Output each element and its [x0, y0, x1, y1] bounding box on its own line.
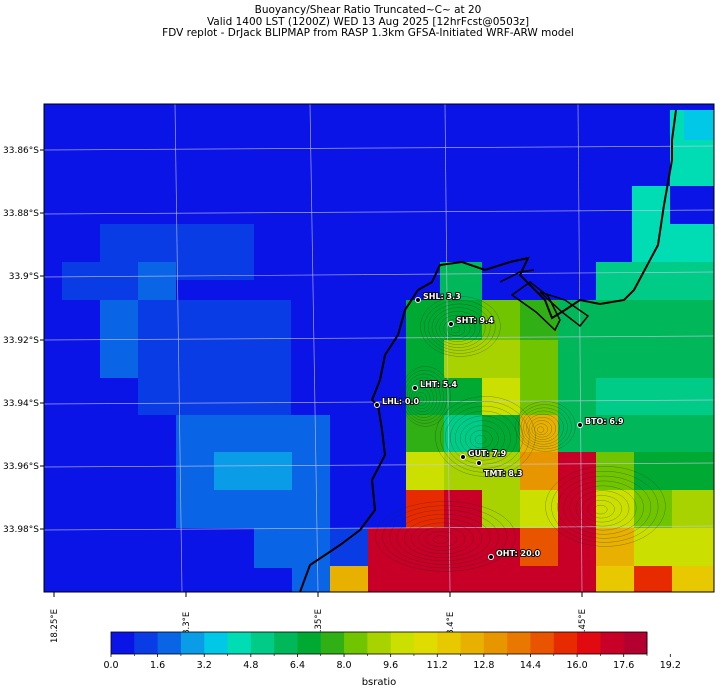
site-gut[interactable]: GUT: 7.9 [460, 448, 508, 460]
site-bto[interactable]: BTO: 6.9 [577, 416, 625, 428]
site-label: SHT: 9.4 [456, 316, 494, 325]
colorbar-swatch [460, 632, 485, 654]
site-oht[interactable]: OHT: 20.0 [488, 548, 542, 560]
site-dot [488, 554, 494, 560]
site-dot [415, 297, 421, 303]
site-label: TMT: 8.3 [484, 469, 523, 478]
colorbar-swatch [413, 632, 438, 654]
x-tick-label: 18.4°E [446, 612, 456, 641]
colorbar-swatch [483, 632, 508, 654]
colorbar-swatch [157, 632, 182, 654]
field-cells [44, 104, 714, 592]
site-lht[interactable]: LHT: 5.4 [412, 379, 458, 391]
colorbar-swatch [530, 632, 555, 654]
colorbar-frame [110, 631, 648, 655]
site-dot [374, 402, 380, 408]
colorbar-swatch [227, 632, 252, 654]
site-label: LHL: 0.0 [382, 397, 419, 406]
site-label: OHT: 20.0 [496, 549, 541, 558]
site-sht[interactable]: SHT: 9.4 [448, 315, 495, 327]
site-label: BTO: 6.9 [585, 417, 624, 426]
colorbar-swatch [297, 632, 322, 654]
y-tick-label: 33.86°S [3, 146, 39, 156]
colorbar-tick-label: 14.4 [520, 660, 541, 671]
y-tick-label: 33.98°S [3, 525, 39, 535]
y-tick-label: 33.9°S [9, 272, 40, 282]
colorbar-tick-label: 6.4 [290, 660, 305, 671]
colorbar-swatch [274, 632, 298, 654]
site-dot [412, 385, 418, 391]
coastline [299, 109, 677, 593]
x-tick-label: 18.3°E [182, 612, 192, 641]
colorbar-tick-label: 0.0 [103, 660, 118, 671]
colorbar-swatch [553, 632, 578, 654]
colorbar-tick-label: 4.8 [243, 660, 258, 671]
x-tick-label: 18.35°E [314, 609, 324, 643]
x-axis-ticks: 18.25°E 18.3°E 18.35°E 18.4°E 18.45°E [50, 592, 588, 643]
colorbar-swatch [600, 632, 625, 654]
colorbar-swatch [437, 632, 462, 654]
colorbar-swatch [134, 632, 159, 654]
colorbar-swatch [344, 632, 368, 654]
title-line-1: Buoyancy/Shear Ratio Truncated~C~ at 20 [254, 4, 482, 16]
title-line-2: Valid 1400 LST (1200Z) WED 13 Aug 2025 [… [206, 15, 530, 28]
colorbar-swatch [111, 632, 135, 654]
colorbar-swatch [507, 632, 531, 654]
map-frame [43, 103, 715, 593]
colorbar-swatch [577, 632, 601, 654]
site-tmt[interactable]: TMT: 8.3 [476, 460, 523, 479]
site-dot [577, 422, 583, 428]
y-tick-label: 33.92°S [3, 336, 39, 346]
colorbar-tick-label: 19.2 [660, 660, 681, 671]
colorbar-label: bsratio [362, 677, 397, 688]
colorbar: 0.0 1.6 3.2 4.8 6.4 8.0 9.6 11.2 12.8 14.4 16.0 17.… [103, 631, 681, 688]
colorbar-tick-label: 17.6 [613, 660, 634, 671]
colorbar-swatch [180, 632, 205, 654]
colorbar-swatch [250, 632, 275, 654]
y-tick-label: 33.88°S [3, 209, 39, 219]
colorbar-tick-label: 3.2 [197, 660, 212, 671]
colorbar-swatch [623, 632, 648, 654]
site-dot [476, 460, 482, 466]
site-label: GUT: 7.9 [468, 449, 507, 458]
y-tick-label: 33.96°S [3, 462, 39, 472]
colorbar-swatch [204, 632, 229, 654]
y-axis-ticks: 33.86°S 33.88°S 33.9°S 33.92°S 33.94°S 33.96°… [3, 146, 44, 535]
colorbar-swatch [390, 632, 415, 654]
colorbar-tick-label: 1.6 [150, 660, 165, 671]
x-tick-label: 18.45°E [578, 609, 588, 643]
terrain-contours [375, 296, 666, 572]
site-dot [460, 454, 466, 460]
title-line-3: FDV replot - DrJack BLIPMAP from RASP 1.… [162, 27, 574, 39]
colorbar-swatch [320, 632, 345, 654]
site-shl[interactable]: SHL: 3.3 [415, 291, 462, 303]
site-label: SHL: 3.3 [423, 292, 461, 301]
colorbar-swatch [367, 632, 392, 654]
chart-title: Buoyancy/Shear Ratio Truncated~C~ at 20 … [0, 4, 721, 40]
site-lhl[interactable]: LHL: 0.0 [374, 396, 420, 408]
x-tick-label: 18.25°E [50, 609, 60, 643]
site-dot [448, 321, 454, 327]
colorbar-tick-label: 11.2 [427, 660, 448, 671]
site-label: LHT: 5.4 [420, 380, 457, 389]
colorbar-tick-label: 9.6 [383, 660, 398, 671]
colorbar-tick-label: 12.8 [473, 660, 494, 671]
colorbar-tick-label: 16.0 [567, 660, 588, 671]
y-tick-label: 33.94°S [3, 399, 39, 409]
colorbar-tick-label: 8.0 [336, 660, 351, 671]
